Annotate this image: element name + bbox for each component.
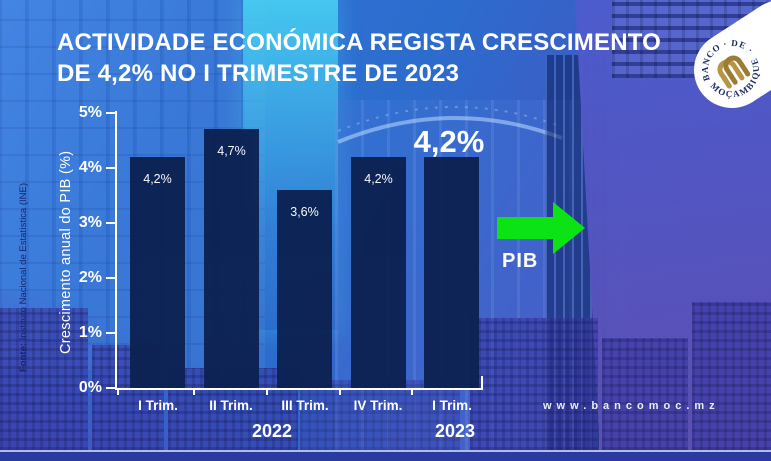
skyline-building xyxy=(300,380,460,450)
y-axis-line xyxy=(115,111,117,390)
page-title: ACTIVIDADE ECONÓMICA REGISTA CRESCIMENTO… xyxy=(57,27,687,89)
bar-2022-q2: 4,7% xyxy=(204,129,259,388)
y-tick-label: 3% xyxy=(78,214,102,231)
website-url: www.bancomoc.mz xyxy=(543,400,720,412)
pib-growth-arrow-icon xyxy=(497,202,585,254)
bar-value-label: 3,6% xyxy=(290,205,319,219)
y-tick-label: 0% xyxy=(78,379,102,396)
logo-monogram-icon xyxy=(717,55,751,89)
x-axis-tick xyxy=(193,388,195,395)
x-tick-label: II Trim. xyxy=(209,398,253,413)
bar-chart-plot: 4,2% 4,7% 3,6% 4,2% xyxy=(0,113,771,388)
y-axis-tick xyxy=(106,112,115,114)
skyline-building xyxy=(692,302,771,450)
y-tick-label: 1% xyxy=(78,324,102,341)
x-tick-label: IV Trim. xyxy=(353,398,403,413)
skyline-building xyxy=(470,318,598,450)
page-title-line1: ACTIVIDADE ECONÓMICA REGISTA CRESCIMENTO xyxy=(57,29,662,56)
x-tick-label: I Trim. xyxy=(138,398,178,413)
year-label-2022: 2022 xyxy=(251,421,293,441)
footer-strip xyxy=(0,450,771,461)
bar-value-label: 4,7% xyxy=(217,144,246,158)
y-axis-tick xyxy=(106,387,115,389)
y-axis-tick xyxy=(106,332,115,334)
bar-2022-q1: 4,2% xyxy=(130,157,185,388)
y-axis-tick xyxy=(106,277,115,279)
skyline-building xyxy=(602,338,688,450)
y-tick-label: 5% xyxy=(78,104,102,121)
x-axis-tick xyxy=(117,388,119,395)
bar-2023-q1 xyxy=(424,157,479,388)
year-label-2023: 2023 xyxy=(434,421,476,441)
page-title-line2: DE 4,2% NO I TRIMESTRE DE 2023 xyxy=(57,60,460,87)
y-tick-label: 2% xyxy=(78,269,102,286)
x-axis-line xyxy=(115,388,483,390)
y-axis-tick xyxy=(106,167,115,169)
pib-arrow-shape xyxy=(497,202,585,254)
x-axis-tick xyxy=(266,388,268,395)
skyline-building xyxy=(0,308,88,450)
bar-value-label: 4,2% xyxy=(143,172,172,186)
x-tick-label: I Trim. xyxy=(432,398,472,413)
x-axis-tick xyxy=(339,388,341,395)
bar-2022-q3: 3,6% xyxy=(277,190,332,388)
y-axis-tick xyxy=(106,222,115,224)
banco-de-mocambique-logo: BANCO · DE · MOÇAMBIQUE xyxy=(688,0,771,110)
bar-2022-q4: 4,2% xyxy=(351,157,406,388)
x-axis-end-tick xyxy=(481,376,483,390)
highlight-value-label: 4,2% xyxy=(413,124,485,159)
pib-label: PIB xyxy=(502,250,539,272)
y-tick-label: 4% xyxy=(78,159,102,176)
x-axis-tick xyxy=(411,388,413,395)
bar-value-label: 4,2% xyxy=(364,172,393,186)
x-tick-label: III Trim. xyxy=(281,398,329,413)
